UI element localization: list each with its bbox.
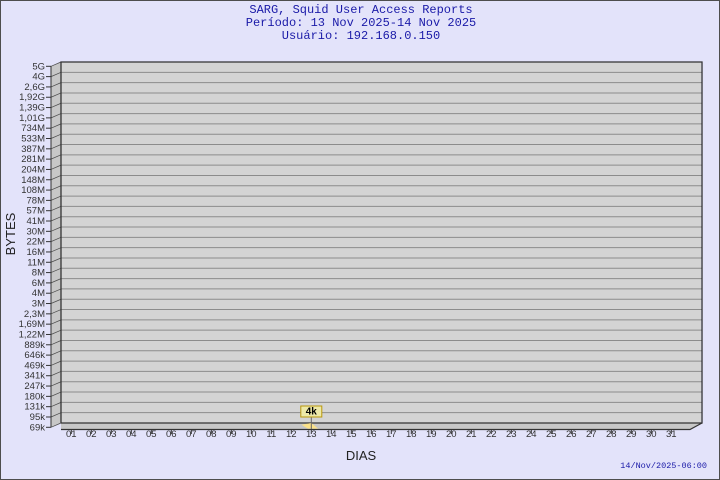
svg-text:4k: 4k bbox=[306, 407, 318, 418]
svg-text:69k: 69k bbox=[30, 422, 46, 433]
